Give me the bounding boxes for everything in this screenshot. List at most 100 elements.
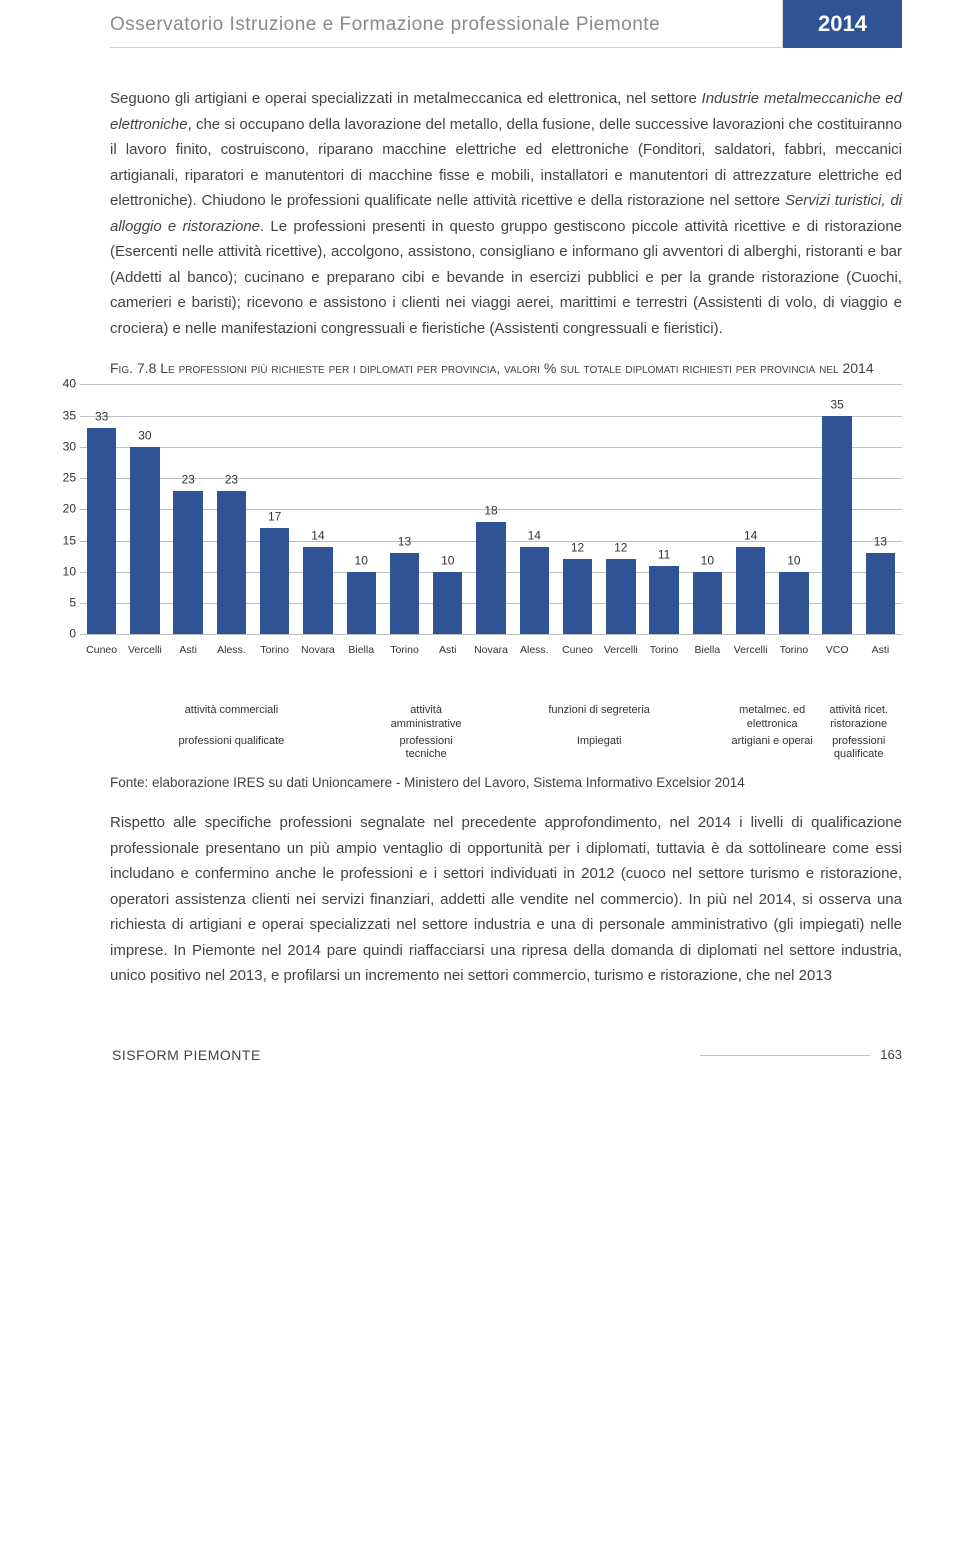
bar-slot: 11 [642, 384, 685, 634]
x-axis-label: Asti [859, 643, 902, 657]
bar [649, 566, 678, 635]
bar-slot: 10 [686, 384, 729, 634]
chart-group-label: attività commerciali [80, 704, 383, 730]
chart-group-row-2: professioni qualificateprofessioni tecni… [80, 735, 902, 761]
bar-slot: 13 [383, 384, 426, 634]
bar [130, 447, 159, 635]
page-header: Osservatorio Istruzione e Formazione pro… [110, 0, 902, 48]
chart-group-label: metalmec. ed elettronica [729, 704, 816, 730]
chart-group-label: artigiani e operai [729, 735, 816, 761]
bar-value-label: 10 [701, 551, 714, 572]
bar-slot: 10 [340, 384, 383, 634]
bar-value-label: 13 [874, 532, 887, 553]
bar-slot: 14 [296, 384, 339, 634]
bar-value-label: 14 [528, 526, 541, 547]
bar-slot: 10 [772, 384, 815, 634]
footer-divider [700, 1055, 870, 1056]
bar-value-label: 14 [744, 526, 757, 547]
header-title: Osservatorio Istruzione e Formazione pro… [110, 0, 782, 48]
y-tick: 40 [50, 375, 76, 394]
bar-value-label: 12 [571, 539, 584, 560]
footer-left: SISFORM PIEMONTE [110, 1045, 261, 1067]
bar-slot: 18 [469, 384, 512, 634]
x-axis-label: Cuneo [556, 643, 599, 657]
bar-value-label: 12 [614, 539, 627, 560]
bar-slot: 10 [426, 384, 469, 634]
bar [779, 572, 808, 635]
x-axis-label: Vercelli [599, 643, 642, 657]
x-axis-label: Biella [686, 643, 729, 657]
x-axis-label: Vercelli [123, 643, 166, 657]
chart-group-label: professioni qualificate [80, 735, 383, 761]
chart-group-label: attività ricet. ristorazione [815, 704, 902, 730]
bar-chart: 0510152025303540 33302323171410131018141… [50, 384, 902, 694]
bar-slot: 13 [859, 384, 902, 634]
paragraph-1: Seguono gli artigiani e operai specializ… [110, 86, 902, 341]
x-axis-label: Biella [340, 643, 383, 657]
bar [173, 491, 202, 635]
bar [303, 547, 332, 635]
x-axis-label: Cuneo [80, 643, 123, 657]
p1-run3: . Le professioni presenti in questo grup… [110, 218, 902, 337]
bar [822, 416, 851, 635]
y-tick: 30 [50, 438, 76, 457]
footer-right: 163 [700, 1045, 902, 1065]
y-tick: 25 [50, 469, 76, 488]
bar [736, 547, 765, 635]
bar-value-label: 14 [311, 526, 324, 547]
bar-value-label: 33 [95, 407, 108, 428]
bar-value-label: 11 [658, 545, 670, 566]
chart-group-label: Impiegati [469, 735, 729, 761]
chart-group-label: attività amministrative [383, 704, 470, 730]
chart-group-row-1: attività commercialiattività amministrat… [80, 704, 902, 730]
y-tick: 10 [50, 563, 76, 582]
y-tick: 35 [50, 406, 76, 425]
bar [87, 428, 116, 634]
bar-value-label: 10 [441, 551, 454, 572]
bar [866, 553, 895, 634]
bar-value-label: 13 [398, 532, 411, 553]
y-tick: 20 [50, 500, 76, 519]
y-tick: 0 [50, 625, 76, 644]
bar [520, 547, 549, 635]
bar-value-label: 35 [830, 395, 843, 416]
bar-value-label: 23 [181, 470, 194, 491]
bar-slot: 35 [816, 384, 859, 634]
bar [693, 572, 722, 635]
bar-value-label: 10 [355, 551, 368, 572]
bar-value-label: 17 [268, 507, 281, 528]
x-axis-label: Torino [642, 643, 685, 657]
figure-title: Fig. 7.8 Le professioni più richieste pe… [110, 359, 902, 378]
x-axis-label: Asti [426, 643, 469, 657]
x-axis-label: Aless. [210, 643, 253, 657]
bar [347, 572, 376, 635]
bar-slot: 12 [599, 384, 642, 634]
y-tick: 15 [50, 531, 76, 550]
bar [606, 559, 635, 634]
x-axis-label: Torino [772, 643, 815, 657]
x-axis-label: Vercelli [729, 643, 772, 657]
bar-slot: 12 [556, 384, 599, 634]
bar [433, 572, 462, 635]
x-axis-label: Novara [469, 643, 512, 657]
x-axis-label: Asti [167, 643, 210, 657]
chart-group-label: professioni tecniche [383, 735, 470, 761]
bar-value-label: 10 [787, 551, 800, 572]
bar-value-label: 23 [225, 470, 238, 491]
bar-slot: 30 [123, 384, 166, 634]
bar-slot: 33 [80, 384, 123, 634]
chart-source: Fonte: elaborazione IRES su dati Unionca… [110, 773, 902, 794]
paragraph-2: Rispetto alle specifiche professioni seg… [110, 810, 902, 989]
bar [390, 553, 419, 634]
bar [476, 522, 505, 635]
chart-group-label: funzioni di segreteria [469, 704, 729, 730]
bar-slot: 23 [167, 384, 210, 634]
page-footer: SISFORM PIEMONTE 163 [110, 1045, 902, 1067]
figtitle-text: Fig. 7.8 Le professioni più richieste pe… [110, 360, 874, 376]
x-axis-label: Aless. [513, 643, 556, 657]
bar [563, 559, 592, 634]
bar-slot: 14 [513, 384, 556, 634]
bar [260, 528, 289, 634]
x-axis-label: Torino [253, 643, 296, 657]
y-tick: 5 [50, 594, 76, 613]
